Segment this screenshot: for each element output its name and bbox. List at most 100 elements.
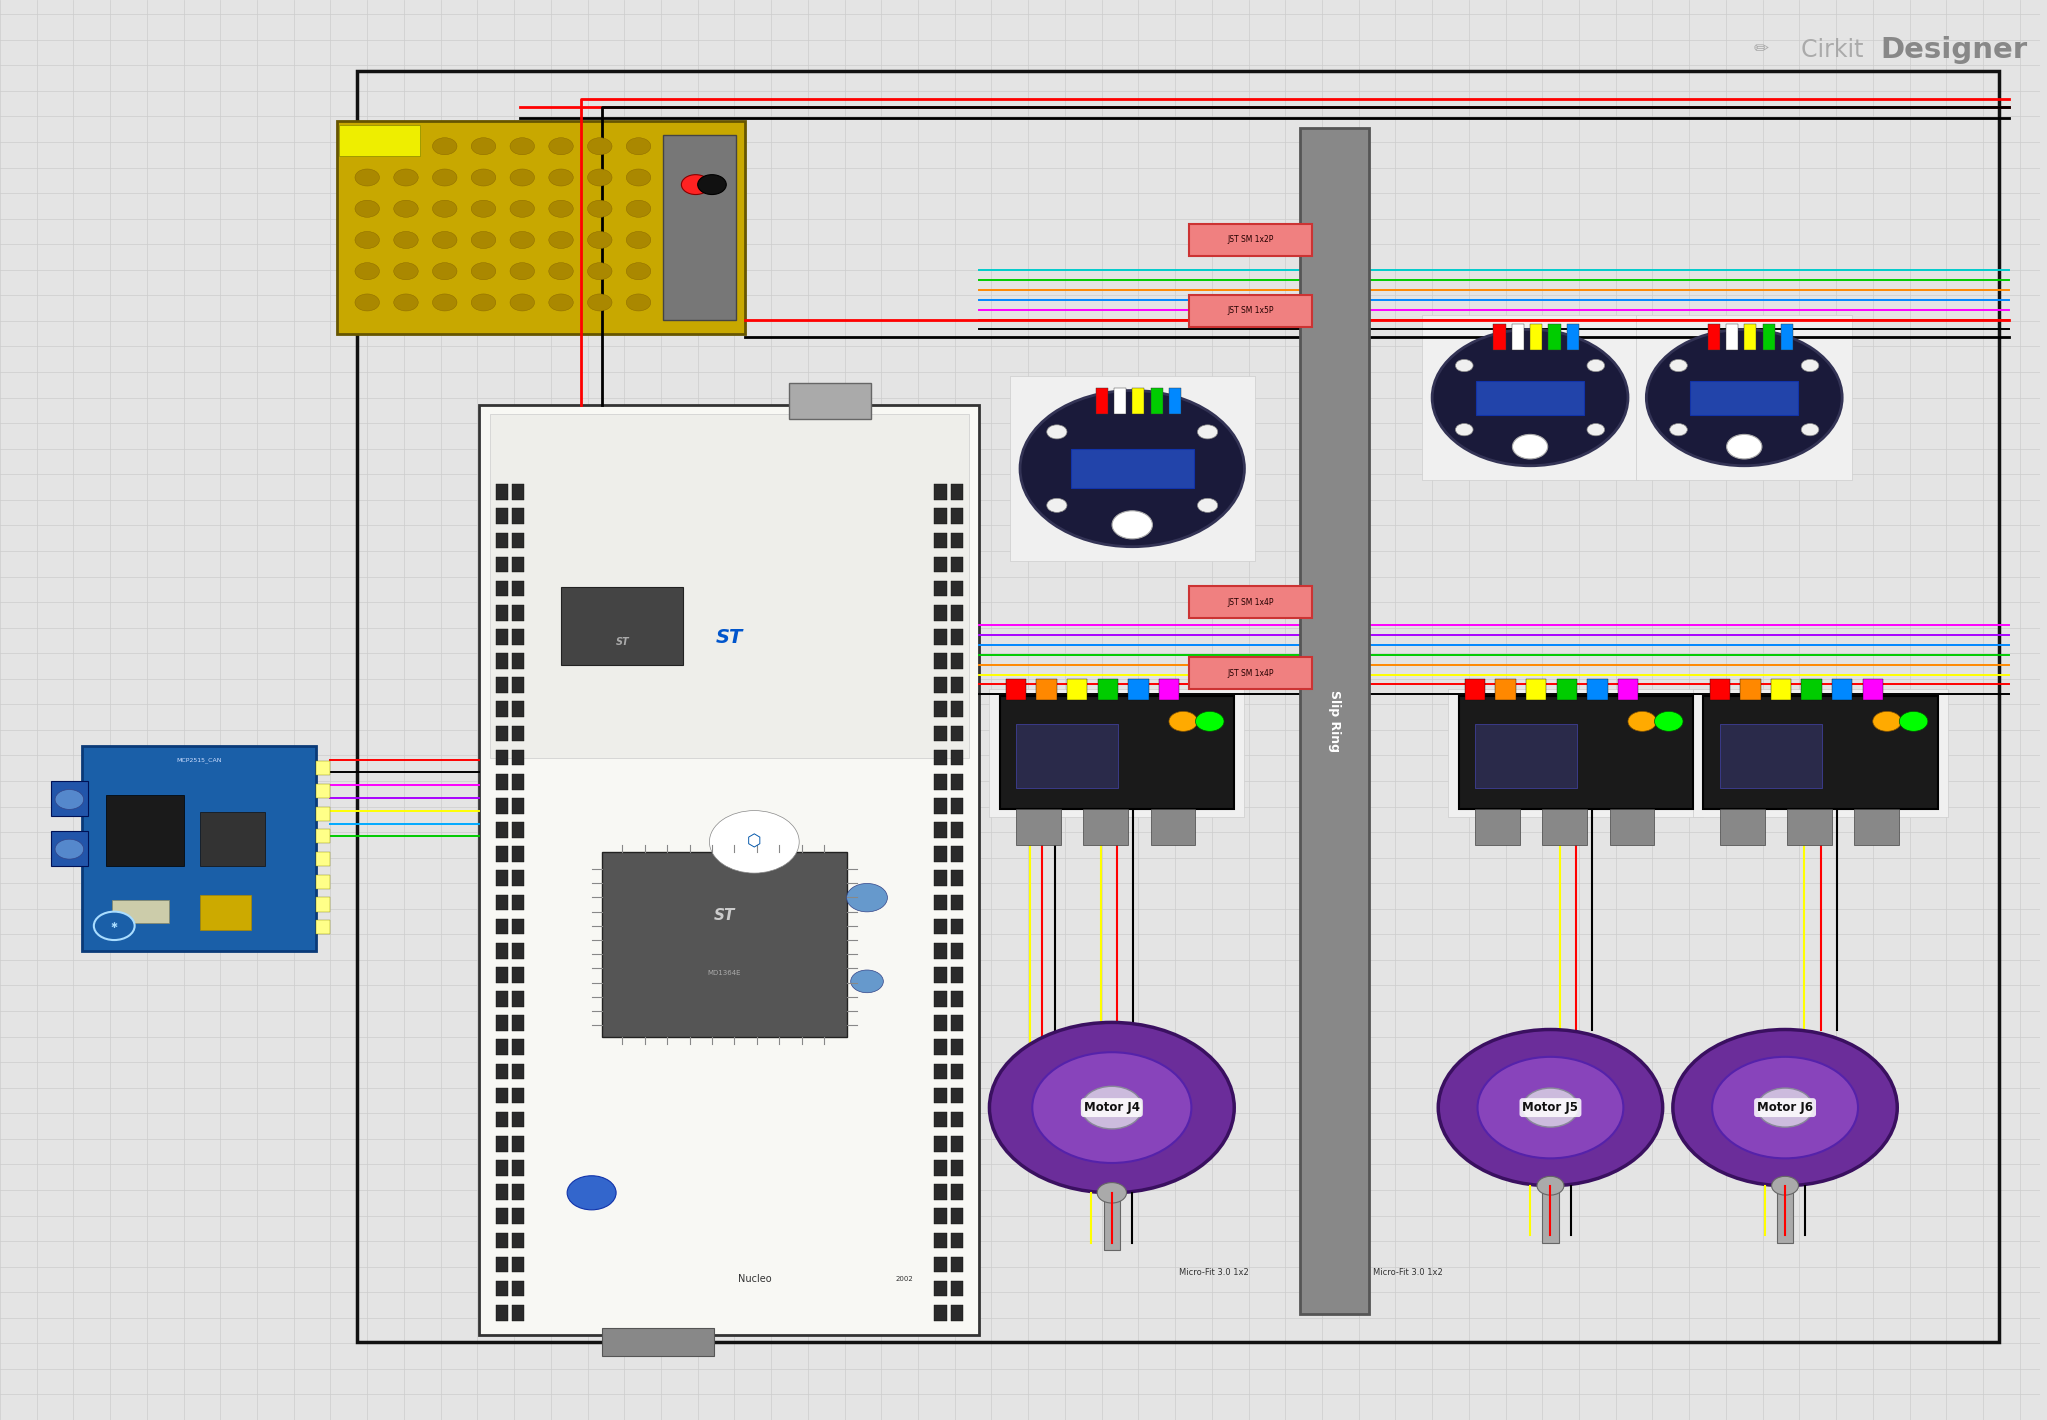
Circle shape xyxy=(354,263,379,280)
Bar xyxy=(933,508,946,524)
Text: JST SM 1x4P: JST SM 1x4P xyxy=(1228,669,1273,677)
Circle shape xyxy=(1433,329,1627,466)
Bar xyxy=(512,870,524,886)
Bar xyxy=(512,1160,524,1176)
Bar xyxy=(950,1233,962,1248)
Circle shape xyxy=(549,138,573,155)
Text: 2002: 2002 xyxy=(895,1277,913,1282)
Circle shape xyxy=(665,294,690,311)
Bar xyxy=(950,846,962,862)
Bar xyxy=(1103,1193,1120,1250)
Bar xyxy=(933,557,946,572)
Bar xyxy=(950,701,962,717)
Text: JST SM 1x5P: JST SM 1x5P xyxy=(1228,307,1273,315)
Circle shape xyxy=(852,970,884,993)
Bar xyxy=(495,605,508,621)
Bar xyxy=(933,1112,946,1127)
Bar xyxy=(106,795,184,866)
Bar xyxy=(82,746,315,951)
Circle shape xyxy=(432,294,456,311)
Bar xyxy=(1548,324,1560,349)
Bar xyxy=(1511,324,1523,349)
Bar xyxy=(1693,689,1949,816)
Circle shape xyxy=(1439,1030,1662,1186)
Bar xyxy=(495,1233,508,1248)
Circle shape xyxy=(354,231,379,248)
Circle shape xyxy=(549,231,573,248)
Bar xyxy=(495,798,508,814)
Bar xyxy=(495,557,508,572)
Circle shape xyxy=(1019,391,1245,547)
Bar xyxy=(1525,679,1545,700)
Bar xyxy=(933,532,946,548)
Bar xyxy=(495,1136,508,1152)
Bar xyxy=(512,991,524,1007)
Bar xyxy=(950,1305,962,1321)
Text: Nucleo: Nucleo xyxy=(737,1274,772,1284)
Bar xyxy=(512,822,524,838)
Circle shape xyxy=(626,200,651,217)
Text: MCP2515_CAN: MCP2515_CAN xyxy=(176,757,221,763)
Bar xyxy=(495,991,508,1007)
Bar xyxy=(933,991,946,1007)
Bar xyxy=(495,750,508,765)
Bar xyxy=(1787,809,1832,845)
Bar xyxy=(933,895,946,910)
Circle shape xyxy=(1455,423,1474,436)
Bar xyxy=(1189,657,1312,689)
Circle shape xyxy=(510,138,534,155)
Bar xyxy=(1066,679,1087,700)
Circle shape xyxy=(432,200,456,217)
Circle shape xyxy=(94,912,135,940)
Bar xyxy=(950,532,962,548)
Bar xyxy=(512,1281,524,1296)
Circle shape xyxy=(1197,498,1218,513)
Circle shape xyxy=(1670,359,1687,372)
Bar xyxy=(495,967,508,983)
Circle shape xyxy=(1627,711,1656,731)
Circle shape xyxy=(471,294,495,311)
Circle shape xyxy=(432,138,456,155)
Bar xyxy=(950,919,962,934)
Bar xyxy=(1189,586,1312,618)
Bar xyxy=(1636,315,1853,480)
Circle shape xyxy=(393,231,418,248)
Bar xyxy=(1169,388,1181,415)
Bar xyxy=(950,1136,962,1152)
Bar xyxy=(950,677,962,693)
Bar xyxy=(933,629,946,645)
Circle shape xyxy=(1586,423,1605,436)
Bar xyxy=(1762,324,1775,349)
Bar xyxy=(1719,809,1765,845)
Bar xyxy=(933,1305,946,1321)
Bar xyxy=(1566,324,1578,349)
Circle shape xyxy=(1032,1052,1191,1163)
Bar xyxy=(512,677,524,693)
Bar xyxy=(950,1257,962,1272)
Bar xyxy=(1617,679,1638,700)
Bar xyxy=(1015,724,1118,788)
Bar xyxy=(933,967,946,983)
Circle shape xyxy=(393,200,418,217)
Bar xyxy=(1423,315,1638,480)
Circle shape xyxy=(587,200,612,217)
Circle shape xyxy=(587,294,612,311)
Text: ✱: ✱ xyxy=(111,922,119,930)
Bar xyxy=(201,812,266,866)
Circle shape xyxy=(1586,359,1605,372)
Bar xyxy=(512,1112,524,1127)
Bar xyxy=(1609,809,1654,845)
Bar xyxy=(495,653,508,669)
Bar xyxy=(1071,449,1193,488)
Bar xyxy=(1300,128,1369,1314)
Circle shape xyxy=(1646,329,1842,466)
Bar xyxy=(495,870,508,886)
Bar xyxy=(950,1088,962,1103)
Circle shape xyxy=(1197,425,1218,439)
Bar xyxy=(1009,376,1255,561)
Text: ST: ST xyxy=(714,909,735,923)
Circle shape xyxy=(471,169,495,186)
Circle shape xyxy=(665,263,690,280)
Circle shape xyxy=(1169,711,1197,731)
Bar xyxy=(512,1305,524,1321)
